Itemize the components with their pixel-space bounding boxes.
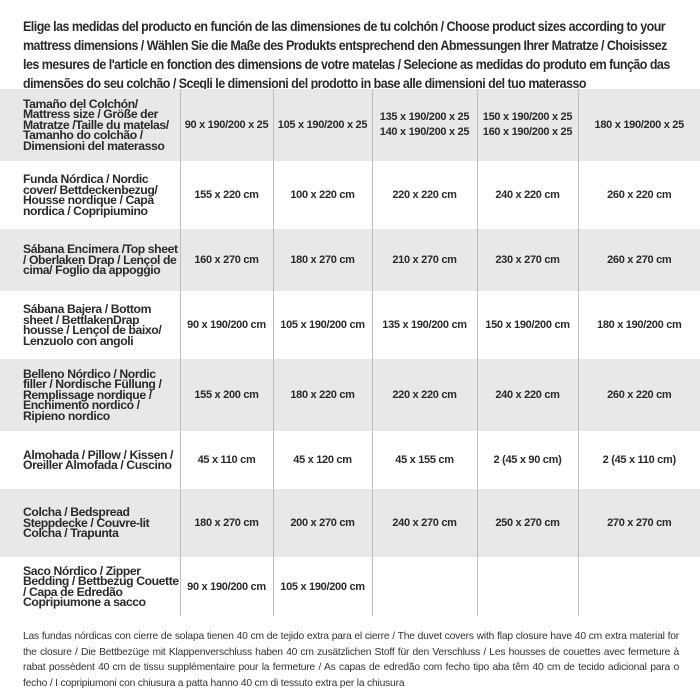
mattress-size-value: 90 x 190/200 x 25 [184, 118, 269, 131]
product-label: Saco Nórdico / Zipper Bedding / Bettbezu… [23, 563, 179, 609]
mattress-size-header: 135 x 190/200 x 25 140 x 190/200 x 25 [371, 89, 477, 161]
mattress-size-value: 150 x 190/200 x 25 [482, 111, 573, 123]
size-table: Tamaño del Colchón/ Mattress size / Größ… [0, 89, 700, 616]
size-cell: 90 x 190/200 cm [179, 557, 273, 616]
size-cell: 210 x 270 cm [371, 229, 477, 291]
table-row: Funda Nórdica / Nordic cover/ Bettdecken… [0, 161, 700, 229]
size-cell: 105 x 190/200 cm [272, 557, 372, 616]
product-label: Sábana Encimera /Top sheet / Oberlaken D… [23, 242, 178, 278]
size-cell: 135 x 190/200 cm [371, 291, 477, 359]
size-cell: 100 x 220 cm [272, 161, 372, 229]
mattress-size-value: 160 x 190/200 x 25 [482, 126, 573, 138]
mattress-size-header: 90 x 190/200 x 25 [179, 89, 273, 161]
size-cell: 230 x 270 cm [476, 229, 578, 291]
size-cell: 240 x 220 cm [476, 161, 578, 229]
size-cell: 2 (45 x 110 cm) [577, 431, 700, 489]
product-label: Almohada / Pillow / Kissen / Oreiller Al… [23, 447, 173, 472]
size-cell: 150 x 190/200 cm [476, 291, 578, 359]
size-cell [577, 557, 700, 616]
size-cell: 160 x 270 cm [179, 229, 273, 291]
size-cell: 45 x 120 cm [272, 431, 372, 489]
size-cell: 90 x 190/200 cm [179, 291, 273, 359]
table-row: Sábana Bajera / Bottom sheet / Bettlaken… [0, 291, 700, 359]
product-label: Sábana Bajera / Bottom sheet / Bettlaken… [23, 302, 162, 348]
mattress-size-header: 105 x 190/200 x 25 [272, 89, 372, 161]
size-cell: 270 x 270 cm [577, 489, 700, 557]
table-row: Sábana Encimera /Top sheet / Oberlaken D… [0, 229, 700, 291]
size-cell: 180 x 220 cm [272, 359, 372, 431]
size-cell: 45 x 155 cm [371, 431, 477, 489]
mattress-size-value: 180 x 190/200 x 25 [594, 118, 685, 131]
size-cell: 45 x 110 cm [179, 431, 273, 489]
size-cell: 260 x 220 cm [577, 161, 700, 229]
size-cell: 105 x 190/200 cm [272, 291, 372, 359]
product-label: Belleno Nórdico / Nordic filler / Nordis… [23, 366, 162, 423]
header-row: Tamaño del Colchón/ Mattress size / Größ… [0, 89, 700, 161]
mattress-size-value: 140 x 190/200 x 25 [379, 126, 470, 138]
size-cell: 155 x 220 cm [179, 161, 273, 229]
size-cell: 240 x 220 cm [476, 359, 578, 431]
size-cell: 180 x 270 cm [179, 489, 273, 557]
size-cell: 260 x 270 cm [577, 229, 700, 291]
size-cell: 200 x 270 cm [272, 489, 372, 557]
size-cell: 220 x 220 cm [371, 359, 477, 431]
size-cell [371, 557, 477, 616]
table-row: Belleno Nórdico / Nordic filler / Nordis… [0, 359, 700, 431]
table-row: Colcha / Bedspread Steppdecke / Couvre-l… [0, 489, 700, 557]
size-cell: 180 x 270 cm [272, 229, 372, 291]
mattress-size-value: 105 x 190/200 x 25 [277, 118, 368, 131]
mattress-size-value: 135 x 190/200 x 25 [379, 111, 470, 123]
size-cell [476, 557, 578, 616]
product-label: Colcha / Bedspread Steppdecke / Couvre-l… [23, 505, 150, 541]
footnote: Las fundas nórdicas con cierre de solapa… [23, 631, 679, 689]
size-cell: 260 x 220 cm [577, 359, 700, 431]
size-cell: 155 x 200 cm [179, 359, 273, 431]
mattress-size-header: 180 x 190/200 x 25 [577, 89, 700, 161]
size-cell: 220 x 220 cm [371, 161, 477, 229]
table-row: Almohada / Pillow / Kissen / Oreiller Al… [0, 431, 700, 489]
size-cell: 2 (45 x 90 cm) [476, 431, 578, 489]
table-row: Saco Nórdico / Zipper Bedding / Bettbezu… [0, 557, 700, 616]
mattress-size-label: Tamaño del Colchón/ Mattress size / Größ… [23, 96, 169, 153]
intro-text: Elige las medidas del producto en funció… [23, 19, 670, 91]
product-label: Funda Nórdica / Nordic cover/ Bettdecken… [23, 172, 158, 218]
size-cell: 180 x 190/200 cm [577, 291, 700, 359]
size-cell: 250 x 270 cm [476, 489, 578, 557]
mattress-size-header: 150 x 190/200 x 25 160 x 190/200 x 25 [476, 89, 578, 161]
size-cell: 240 x 270 cm [371, 489, 477, 557]
